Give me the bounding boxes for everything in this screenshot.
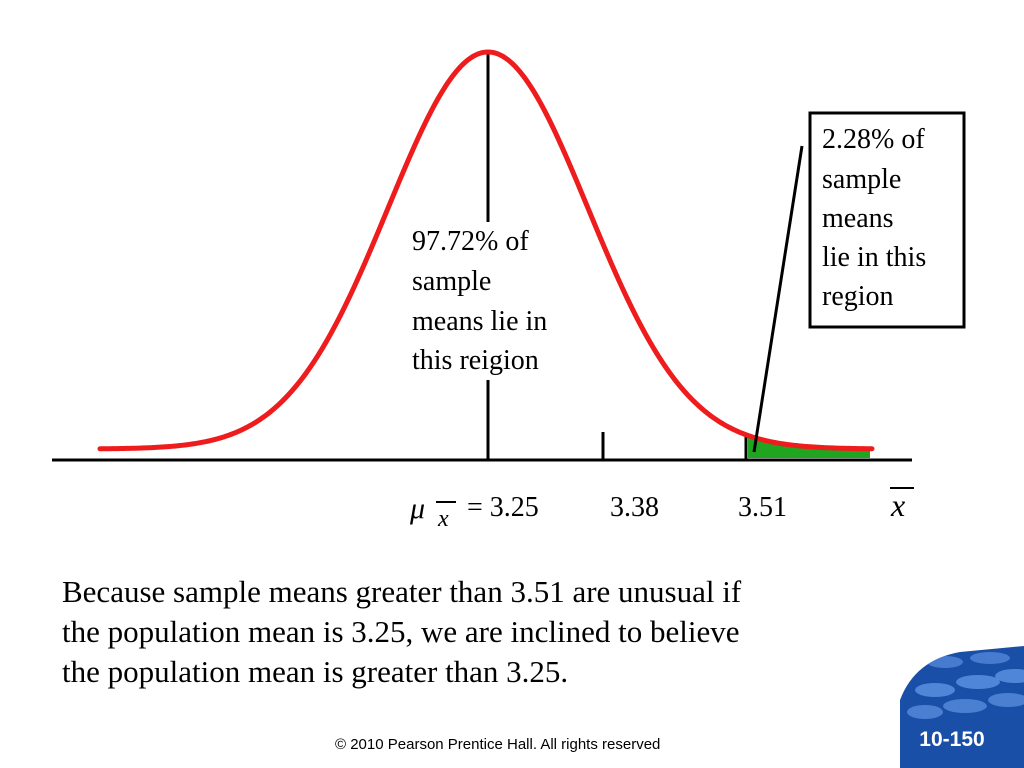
mu-subscript-x: x	[437, 506, 449, 532]
center-annotation-text: 97.72% of sample means lie in this reigi…	[412, 226, 554, 376]
tick-label-3-51: 3.51	[738, 492, 787, 523]
bell-curve	[97, 49, 875, 452]
mean-label: = 3.25	[467, 492, 539, 523]
tail-pointer-line	[752, 145, 804, 453]
copyright-notice: © 2010 Pearson Prentice Hall. All rights…	[335, 736, 661, 753]
center-annotation-backdrop	[408, 222, 573, 380]
mu-symbol: μ	[409, 492, 425, 525]
caption-line: Because sample means greater than 3.51 a…	[62, 574, 742, 609]
caption-paragraph: Because sample means greater than 3.51 a…	[62, 572, 962, 692]
tick-label-3-38: 3.38	[610, 492, 659, 523]
tail-annotation-box	[808, 111, 966, 329]
tail-annotation-text: 2.28% of sample means lie in this region	[822, 124, 933, 312]
slide-number: 10-150	[919, 728, 985, 751]
caption-line: the population mean is 3.25, we are incl…	[62, 614, 740, 649]
variable-x-bar-label: x	[890, 487, 905, 523]
caption-line: the population mean is greater than 3.25…	[62, 654, 569, 689]
